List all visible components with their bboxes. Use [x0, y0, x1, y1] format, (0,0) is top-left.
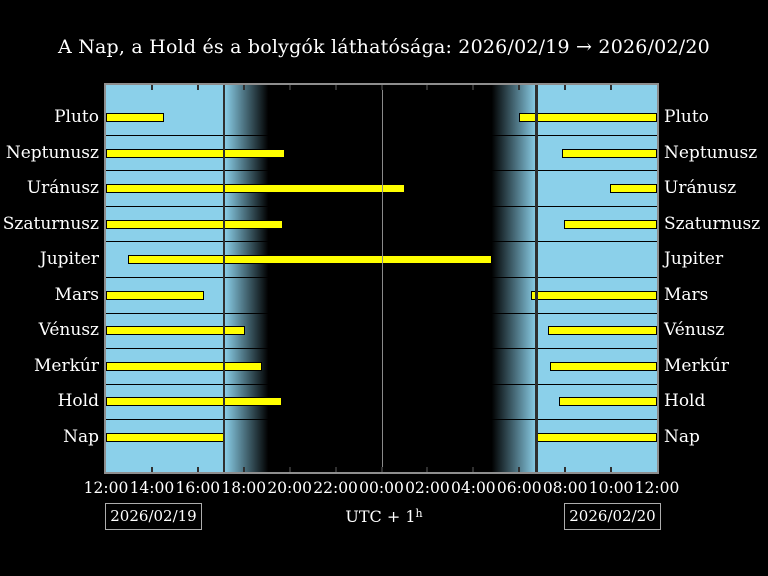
row-separator-line	[106, 205, 657, 207]
axis-time-label: 02:00	[405, 479, 450, 497]
visibility-bar	[106, 148, 286, 158]
visibility-bar	[106, 184, 405, 194]
axis-tick-top	[150, 85, 153, 90]
visibility-bar	[106, 290, 204, 300]
axis-tick-top	[196, 85, 199, 90]
axis-time-label: 22:00	[313, 479, 358, 497]
plot-area	[106, 85, 657, 472]
visibility-bar	[106, 397, 283, 407]
axis-tick-bottom	[334, 467, 337, 472]
midnight-gridline	[382, 85, 383, 472]
row-separator-line	[106, 419, 657, 421]
planet-label-left: Vénusz	[38, 320, 99, 341]
plot-border	[104, 83, 659, 474]
axis-tick-top	[610, 85, 613, 90]
planet-label-left: Merkúr	[34, 355, 99, 376]
axis-tick-bottom	[610, 467, 613, 472]
planet-label-right: Mars	[664, 284, 709, 305]
planet-label-right: Hold	[664, 391, 706, 412]
visibility-bar	[106, 219, 284, 229]
axis-tick-top	[564, 85, 567, 90]
visibility-bar	[558, 397, 657, 407]
visibility-bar	[561, 148, 657, 158]
axis-tick-bottom	[564, 467, 567, 472]
planet-label-right: Vénusz	[664, 320, 725, 341]
timezone-label: UTC + 1h	[0, 507, 768, 526]
timezone-superscript: h	[415, 507, 423, 520]
sunset-line	[223, 85, 226, 472]
chart-title: A Nap, a Hold és a bolygók láthatósága: …	[58, 36, 710, 58]
axis-time-label: 14:00	[129, 479, 175, 497]
planet-label-left: Nap	[63, 427, 99, 448]
axis-time-label: 16:00	[175, 479, 221, 497]
axis-time-label: 18:00	[221, 479, 267, 497]
axis-time-label: 06:00	[496, 479, 542, 497]
axis-tick-top	[334, 85, 337, 90]
date-box-right: 2026/02/20	[564, 503, 661, 530]
visibility-bar	[128, 255, 492, 265]
axis-tick-bottom	[150, 467, 153, 472]
axis-tick-top	[380, 85, 383, 90]
visibility-bar	[536, 433, 657, 443]
axis-time-label: 12:00	[634, 479, 680, 497]
row-separator-line	[106, 348, 657, 350]
axis-tick-bottom	[242, 467, 245, 472]
sunrise-line	[534, 85, 538, 472]
planet-label-left: Pluto	[54, 107, 99, 127]
planet-label-right: Uránusz	[664, 178, 737, 199]
axis-tick-bottom	[426, 467, 429, 472]
visibility-bar	[609, 184, 657, 194]
axis-time-label: 00:00	[359, 479, 404, 497]
axis-time-label: 20:00	[267, 479, 312, 497]
planet-label-left: Mars	[54, 284, 99, 305]
date-box-left: 2026/02/19	[105, 503, 202, 530]
planet-label-right: Merkúr	[664, 355, 729, 376]
planet-label-left: Jupiter	[39, 249, 99, 270]
planet-label-left: Uránusz	[26, 178, 99, 199]
timezone-text: UTC + 1	[345, 507, 416, 526]
axis-tick-bottom	[380, 467, 383, 472]
planet-label-right: Szaturnusz	[664, 213, 761, 234]
visibility-bar	[547, 326, 657, 336]
planet-label-right: Nap	[664, 427, 700, 448]
row-separator-line	[106, 277, 657, 279]
planet-label-right: Neptunusz	[664, 142, 758, 163]
visibility-bar	[106, 113, 164, 122]
visibility-bar	[530, 290, 657, 300]
visibility-bar	[563, 219, 657, 229]
row-separator-line	[106, 134, 657, 136]
visibility-bar	[106, 326, 246, 336]
axis-tick-top	[518, 85, 521, 90]
axis-tick-bottom	[196, 467, 199, 472]
visibility-bar	[106, 433, 225, 443]
visibility-bar	[106, 361, 263, 371]
planet-label-left: Neptunusz	[5, 142, 99, 163]
axis-tick-bottom	[288, 467, 291, 472]
axis-time-label: 08:00	[542, 479, 588, 497]
row-separator-line	[106, 170, 657, 172]
axis-tick-top	[242, 85, 245, 90]
planet-label-left: Hold	[57, 391, 99, 412]
axis-tick-bottom	[518, 467, 521, 472]
row-separator-line	[106, 312, 657, 314]
planet-label-right: Jupiter	[664, 249, 724, 270]
planet-label-left: Szaturnusz	[2, 213, 99, 234]
visibility-bar	[518, 113, 657, 122]
visibility-bar	[549, 361, 657, 371]
row-separator-line	[106, 241, 657, 243]
axis-time-label: 12:00	[83, 479, 129, 497]
axis-tick-top	[288, 85, 291, 90]
axis-tick-bottom	[472, 467, 475, 472]
row-separator-line	[106, 383, 657, 385]
axis-tick-top	[426, 85, 429, 90]
axis-tick-top	[472, 85, 475, 90]
axis-time-label: 10:00	[588, 479, 634, 497]
axis-time-label: 04:00	[450, 479, 496, 497]
planet-label-right: Pluto	[664, 107, 709, 127]
